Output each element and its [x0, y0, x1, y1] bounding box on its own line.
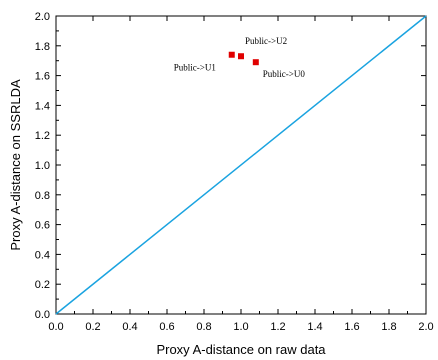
y-tick-label: 1.4	[35, 100, 50, 112]
x-tick-labels: 0.0 0.2 0.4 0.6 0.8 1.0 1.2 1.4 1.6 1.8 2.0	[48, 321, 433, 333]
y-tick-label: 0.8	[35, 190, 50, 202]
x-tick-label: 0.2	[85, 321, 100, 333]
y-tick-label: 1.0	[35, 160, 50, 172]
y-tick-labels: 0.0 0.2 0.4 0.6 0.8 1.0 1.2 1.4 1.6 1.8 2.0	[35, 11, 50, 321]
x-tick-label: 0.8	[196, 321, 211, 333]
x-tick-label: 1.4	[307, 321, 322, 333]
point-label: Public->U2	[245, 36, 287, 46]
diagonal-reference-line	[55, 15, 427, 315]
y-tick-label: 1.6	[35, 71, 50, 83]
point-label: Public->U0	[263, 69, 306, 79]
data-point	[228, 51, 235, 58]
point-label: Public->U1	[174, 63, 216, 73]
y-tick-label: 2.0	[35, 11, 50, 23]
y-tick-label: 0.0	[35, 309, 50, 321]
y-tick-label: 0.4	[35, 249, 50, 261]
x-axis-title: Proxy A-distance on raw data	[156, 342, 326, 357]
point-annotations: Public->U1 Public->U2 Public->U0	[174, 36, 306, 79]
y-tick-label: 1.2	[35, 130, 50, 142]
y-tick-label: 0.2	[35, 279, 50, 291]
data-points	[228, 51, 259, 66]
x-tick-label: 0.6	[159, 321, 174, 333]
x-tick-label: 1.6	[344, 321, 359, 333]
x-tick-label: 0.0	[48, 321, 63, 333]
x-tick-label: 0.4	[122, 321, 137, 333]
x-tick-label: 1.8	[381, 321, 396, 333]
x-tick-label: 1.0	[233, 321, 248, 333]
data-point	[252, 59, 259, 66]
data-point	[238, 53, 244, 60]
x-tick-label: 2.0	[418, 321, 433, 333]
y-tick-label: 1.8	[35, 41, 50, 53]
axis-ticks	[55, 15, 427, 315]
y-tick-label: 0.6	[35, 220, 50, 232]
y-axis-title: Proxy A-distance on SSRLDA	[8, 79, 23, 251]
x-tick-label: 1.2	[270, 321, 285, 333]
